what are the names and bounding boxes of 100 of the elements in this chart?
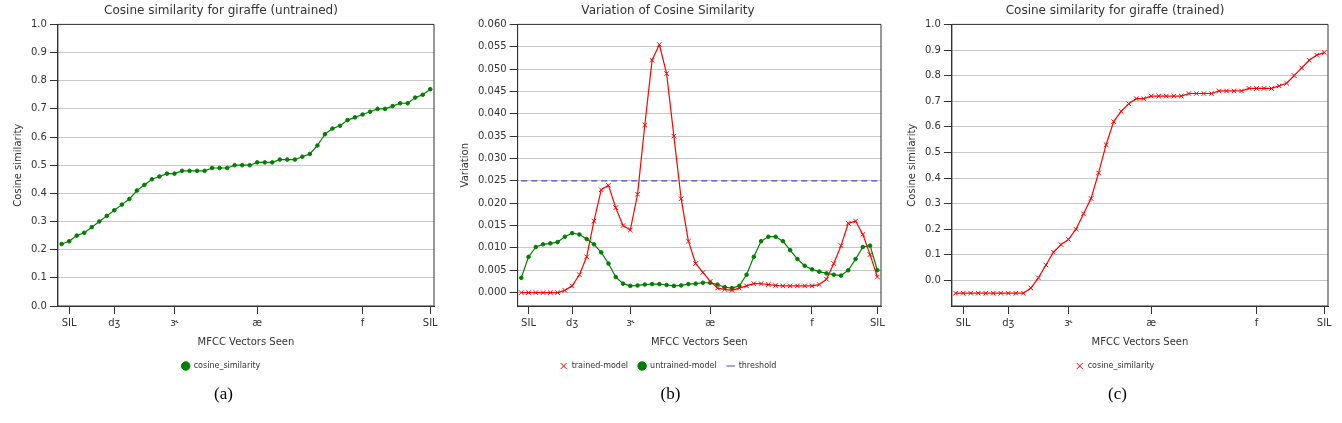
point — [1155, 93, 1162, 99]
x-axis-title: MFCC Vectors Seen — [1091, 335, 1188, 347]
y-tick-label: 0.0 — [30, 299, 47, 311]
point — [547, 289, 553, 296]
point — [576, 271, 582, 278]
x-axis-title: MFCC Vectors Seen — [650, 335, 748, 347]
y-tick-label: 0.060 — [477, 17, 507, 29]
point — [866, 251, 873, 258]
y-tick-label: 0.030 — [477, 152, 507, 164]
point — [1072, 226, 1079, 232]
y-tick-label: 0.3 — [924, 197, 941, 209]
point — [859, 231, 866, 238]
point — [801, 283, 807, 289]
point — [1012, 290, 1019, 296]
point — [1110, 118, 1116, 125]
x-tick-label: ɝ — [170, 316, 179, 328]
x-tick-label: ɝ — [1064, 316, 1073, 328]
point — [590, 218, 597, 224]
y-tick-label: 0.8 — [924, 69, 941, 81]
x-tick-label: SIL — [61, 316, 77, 328]
y-tick-label: 0.9 — [30, 46, 47, 58]
y-tick-label: 0.5 — [924, 145, 941, 157]
point — [1020, 290, 1026, 296]
y-tick-label: 0.035 — [477, 129, 507, 141]
point — [539, 289, 546, 296]
point — [830, 260, 837, 267]
legend-label: cosine_similarity — [1087, 361, 1155, 371]
y-axis-title: Cosine similarity — [905, 123, 917, 207]
point — [1132, 95, 1139, 102]
point — [648, 57, 655, 63]
point — [597, 187, 604, 193]
x-tick-label: æ — [704, 316, 715, 328]
point — [525, 289, 531, 296]
point — [1147, 93, 1154, 99]
point — [1050, 249, 1056, 255]
y-tick-label: 0.025 — [477, 174, 507, 186]
point — [823, 276, 829, 282]
point — [1245, 85, 1252, 92]
point — [656, 41, 662, 48]
point — [692, 260, 698, 267]
chart-title: Variation of Cosine Similarity — [580, 3, 755, 18]
point — [1275, 83, 1282, 89]
chart-title: Cosine similarity for giraffe (untrained) — [103, 3, 338, 18]
text: (a) — [214, 384, 233, 404]
point — [1185, 90, 1192, 97]
point — [714, 285, 720, 291]
point — [627, 227, 633, 233]
x-tick-label: f — [809, 316, 814, 328]
point — [1268, 85, 1274, 92]
text: (b) — [660, 384, 681, 404]
x-tick-label: SIL — [422, 316, 438, 328]
point — [1065, 236, 1071, 243]
point — [1170, 93, 1177, 99]
y-tick-label: 0.8 — [30, 74, 47, 86]
point — [1102, 141, 1109, 148]
point — [1260, 85, 1267, 92]
y-tick-label: 0.2 — [924, 222, 941, 234]
point — [1035, 275, 1041, 281]
point — [641, 122, 648, 128]
point — [997, 290, 1004, 296]
y-tick-label: 0.005 — [477, 263, 507, 275]
y-tick-label: 0.000 — [477, 286, 507, 298]
point — [794, 283, 800, 289]
point — [670, 133, 677, 139]
point — [1238, 88, 1244, 94]
point — [967, 290, 973, 296]
point — [1117, 108, 1124, 115]
point — [663, 70, 669, 77]
point — [1208, 90, 1214, 97]
point — [779, 283, 786, 289]
point — [990, 290, 996, 296]
x-tick-label: æ — [251, 316, 262, 328]
x-tick-label: dʒ — [1001, 316, 1015, 328]
point — [532, 289, 539, 296]
point — [699, 269, 706, 276]
point — [1057, 241, 1064, 248]
point — [685, 238, 691, 244]
point — [982, 290, 989, 296]
y-tick-label: 0.045 — [477, 85, 507, 97]
legend-label: trained-model — [571, 361, 628, 371]
point — [765, 281, 771, 288]
y-tick-label: 0.3 — [30, 215, 47, 227]
point — [1305, 57, 1312, 63]
x-tick-label: dʒ — [107, 316, 121, 328]
point — [1125, 101, 1131, 107]
point — [852, 218, 858, 224]
point — [837, 242, 844, 249]
point — [815, 281, 822, 288]
point — [1200, 90, 1207, 97]
point — [612, 204, 618, 211]
y-tick-label: 0.4 — [30, 186, 47, 198]
point — [808, 283, 815, 289]
point — [743, 283, 749, 289]
chart-title: Cosine similarity for giraffe (trained) — [1005, 3, 1224, 18]
point — [677, 195, 684, 202]
point — [1163, 93, 1169, 99]
y-tick-label: 0.7 — [924, 94, 941, 106]
x-tick-label: æ — [1145, 316, 1156, 328]
y-tick-label: 1.0 — [30, 17, 47, 29]
point — [952, 290, 958, 296]
